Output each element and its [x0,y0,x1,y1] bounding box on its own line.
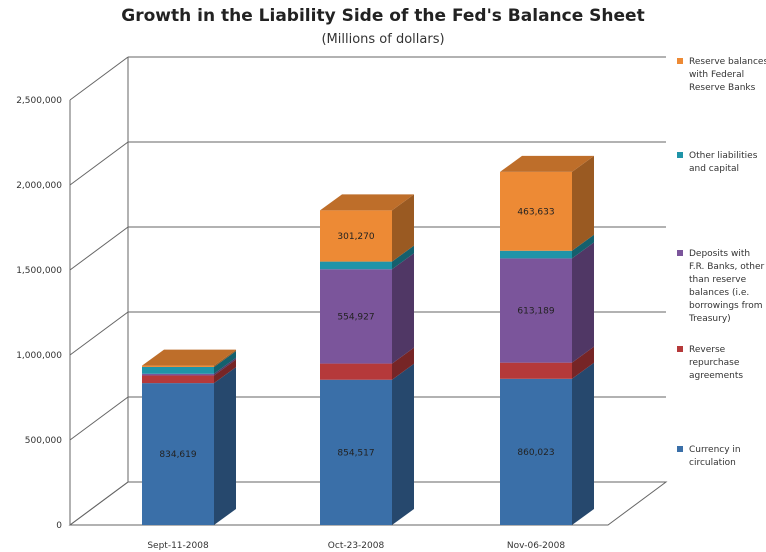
chart-subtitle: (Millions of dollars) [321,32,445,47]
x-tick-label: Nov-06-2008 [507,541,565,551]
data-label: 301,270 [337,232,374,242]
bar-segment [320,261,392,270]
bar-side [572,362,594,525]
bar-side [572,346,594,379]
y-tick-label: 2,500,000 [16,96,62,106]
bar-side [572,155,594,251]
bar-side [392,347,414,380]
bar-segment [500,171,572,251]
data-label: 860,023 [517,448,554,458]
legend-swatch [677,250,683,256]
x-tick-label: Oct-23-2008 [328,541,385,551]
legend-label: Deposits with [689,249,750,259]
legend-swatch [677,346,683,352]
data-label: 834,619 [159,450,196,460]
data-label: 613,189 [517,307,554,317]
gridline-side [69,226,129,271]
legend-swatch [677,446,683,452]
bar-side [392,194,414,262]
bar-side [392,253,414,364]
y-tick-label: 2,000,000 [16,181,62,191]
legend-label: Reverse [689,345,726,355]
x-tick-label: Sept-11-2008 [147,541,209,551]
legend-label: F.R. Banks, other [689,262,765,272]
bar-top [500,155,594,172]
gridline-side [69,311,129,356]
bar-segment [142,366,214,374]
bar-top [142,349,236,366]
bar-side [214,359,236,384]
bar-side [392,363,414,525]
legend-label: borrowings from [689,301,763,311]
legend-label: Other liabilities [689,151,758,161]
legend-label: and capital [689,164,739,174]
bar-side [214,367,236,525]
data-label: 854,517 [337,448,374,458]
bar-side [214,349,236,367]
chart-title: Growth in the Liability Side of the Fed'… [121,6,645,26]
bar-segment [142,365,214,367]
data-label: 463,633 [517,207,554,217]
bar-segment [320,210,392,262]
legend-swatch [677,58,683,64]
bar-side [392,245,414,270]
bar-side [572,242,594,363]
legend-label: Treasury) [688,314,731,324]
legend-label: Currency in [689,445,741,455]
y-tick-label: 1,000,000 [16,351,62,361]
bar-side [572,234,594,259]
bar-segment [320,269,392,364]
bar-segment [500,258,572,363]
gridline-side [69,396,129,441]
legend-label: Reserve balances [689,57,766,67]
bar-segment [500,362,572,379]
legend-label: repurchase [689,358,740,368]
y-tick-label: 1,500,000 [16,266,62,276]
bar-segment [320,379,392,525]
bar-side [214,357,236,376]
legend-label: than reserve [689,275,747,285]
legend-label: circulation [689,458,736,468]
legend-swatch [677,152,683,158]
bar-segment [142,375,214,384]
legend-label: Reserve Banks [689,83,756,93]
gridline-side [69,481,129,526]
gridline-side [69,141,129,186]
gridline-side [69,56,129,101]
data-label: 554,927 [337,312,374,322]
bar-top [320,194,414,211]
y-tick-label: 500,000 [25,436,62,446]
bar-segment [142,373,214,376]
legend-label: balances (i.e. [689,288,749,298]
legend-label: with Federal [689,70,744,80]
bar-segment [500,378,572,525]
bar-segment [142,383,214,525]
y-tick-label: 0 [56,521,62,531]
legend-label: agreements [689,371,743,381]
bar-segment [320,363,392,380]
bar-side [214,350,236,374]
bar-segment [500,250,572,259]
